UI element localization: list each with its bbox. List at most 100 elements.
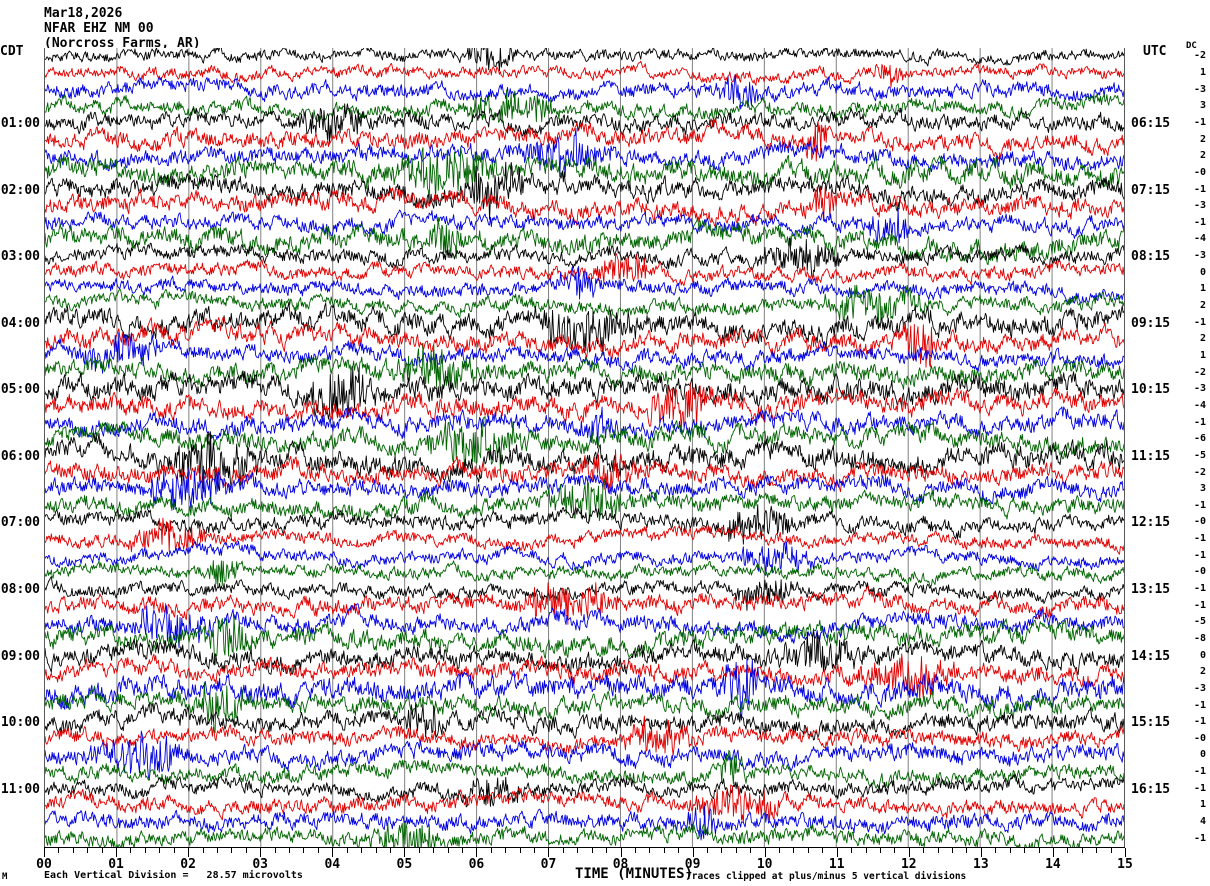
dc-offset-label: -1	[1193, 782, 1206, 794]
dc-offset-label: -1	[1193, 716, 1206, 728]
x-axis-minor-tick	[519, 848, 521, 853]
x-axis-major-tick	[260, 848, 262, 857]
x-axis-minor-tick	[707, 848, 708, 853]
utc-label: 09:15	[1131, 315, 1171, 331]
header-date: Mar18,2026	[44, 6, 123, 21]
dc-offset-label: -3	[1193, 383, 1206, 395]
x-axis-minor-tick	[58, 848, 60, 853]
cdt-label: 04:00	[0, 315, 40, 331]
x-axis-minor-tick	[490, 848, 492, 853]
x-axis-minor-tick	[289, 848, 291, 853]
dc-offset-label: 2	[1199, 333, 1206, 345]
cdt-label: 09:00	[0, 648, 40, 664]
x-axis-minor-tick	[361, 848, 363, 853]
x-axis-minor-tick	[750, 848, 752, 853]
cdt-label: 08:00	[0, 582, 40, 597]
x-axis-minor-tick	[663, 848, 665, 853]
dc-offset-label: 2	[1199, 150, 1206, 162]
dc-offset-label: 0	[1199, 266, 1206, 278]
x-axis-minor-tick	[389, 848, 391, 853]
dc-offset-label: -5	[1193, 616, 1206, 628]
x-axis-minor-tick	[130, 848, 132, 853]
x-axis-tick-label: 01	[108, 857, 124, 872]
x-axis-minor-tick	[1067, 848, 1069, 853]
header-site: (Norcross Farms, AR)	[44, 36, 201, 51]
dc-offset-label: 2	[1199, 666, 1206, 678]
dc-offset-label: 1	[1199, 67, 1206, 78]
x-axis-tick-label: 09	[684, 857, 701, 872]
x-axis-minor-tick	[735, 848, 737, 853]
dc-offset-label: 2	[1199, 300, 1206, 311]
cdt-label: 06:00	[0, 448, 40, 464]
utc-label: 07:15	[1131, 182, 1171, 198]
dc-offset-label: 1	[1199, 349, 1206, 361]
x-axis-minor-tick	[317, 848, 319, 853]
dc-offset-label: -3	[1193, 83, 1206, 95]
x-axis-minor-tick	[923, 848, 925, 853]
x-axis-tick-label: 03	[252, 857, 269, 872]
x-axis-major-tick	[764, 848, 766, 857]
x-axis-minor-tick	[173, 848, 175, 853]
dc-offset-label: -8	[1193, 632, 1206, 644]
x-axis-minor-tick	[995, 848, 997, 853]
dc-offset-label: -6	[1193, 433, 1206, 445]
x-axis-tick-label: 13	[973, 857, 989, 872]
x-axis-minor-tick	[231, 848, 233, 853]
x-axis-minor-tick	[87, 848, 89, 853]
x-axis-tick-label: 04	[324, 857, 341, 872]
x-axis-minor-tick	[72, 848, 74, 853]
x-axis-minor-tick	[346, 848, 348, 853]
trace-lines	[45, 48, 1124, 847]
x-axis-minor-tick	[461, 848, 463, 853]
utc-label: 06:15	[1131, 115, 1171, 131]
dc-offset-label: -3	[1193, 250, 1206, 262]
dc-offset-label: -1	[1193, 316, 1206, 328]
dc-offset-label: -0	[1193, 566, 1206, 578]
x-axis-minor-tick	[606, 848, 608, 853]
x-axis-major-tick	[116, 848, 118, 857]
x-axis-minor-tick	[1096, 848, 1098, 853]
x-axis-tick-label: 06	[468, 857, 485, 872]
x-axis-major-tick	[332, 848, 334, 857]
dc-offset-label: 1	[1199, 283, 1206, 295]
utc-label: 14:15	[1131, 648, 1171, 664]
footer-corner-mark: M	[2, 872, 8, 882]
x-axis-line	[44, 847, 1125, 848]
x-axis-minor-tick	[144, 848, 146, 853]
x-axis-minor-tick	[375, 848, 377, 853]
x-axis-major-tick	[1052, 848, 1054, 857]
x-axis-minor-tick	[779, 848, 781, 853]
x-axis-tick-label: 14	[1045, 857, 1061, 872]
dc-offset-label: -1	[1193, 499, 1206, 511]
x-axis-minor-tick	[101, 848, 103, 853]
utc-label: 13:15	[1131, 582, 1171, 597]
x-axis-minor-tick	[418, 848, 420, 853]
dc-offset-label: -4	[1193, 399, 1206, 411]
dc-offset-label: 0	[1199, 749, 1206, 761]
cdt-label: 10:00	[0, 715, 40, 731]
dc-offset-label: -3	[1193, 200, 1206, 212]
x-axis-major-tick	[44, 848, 45, 857]
footer-scale-note: Each Vertical Division = 28.57 microvolt…	[44, 870, 303, 881]
x-axis-major-tick	[404, 848, 406, 857]
x-axis-minor-tick	[952, 848, 954, 853]
x-axis-major-tick	[188, 848, 190, 857]
utc-label: 08:15	[1131, 249, 1171, 265]
seismogram-plot[interactable]	[44, 48, 1125, 847]
dc-offset-label: -1	[1193, 549, 1206, 561]
x-axis-tick-label: 08	[612, 857, 629, 872]
dc-offset-label: 3	[1199, 100, 1206, 112]
x-axis-minor-tick	[807, 848, 809, 853]
cdt-label: 11:00	[0, 781, 40, 797]
dc-offset-label: 0	[1199, 649, 1206, 661]
x-axis-minor-tick	[577, 848, 579, 853]
dc-offset-label: -1	[1193, 116, 1206, 128]
x-axis-minor-tick	[937, 848, 939, 853]
axis-label-dc: DC	[1186, 41, 1197, 51]
x-axis-tick-label: 12	[900, 857, 917, 872]
dc-offset-label: -0	[1193, 166, 1206, 178]
x-axis-minor-tick	[851, 848, 853, 853]
x-axis-minor-tick	[433, 848, 435, 853]
x-axis-major-tick	[980, 848, 982, 857]
